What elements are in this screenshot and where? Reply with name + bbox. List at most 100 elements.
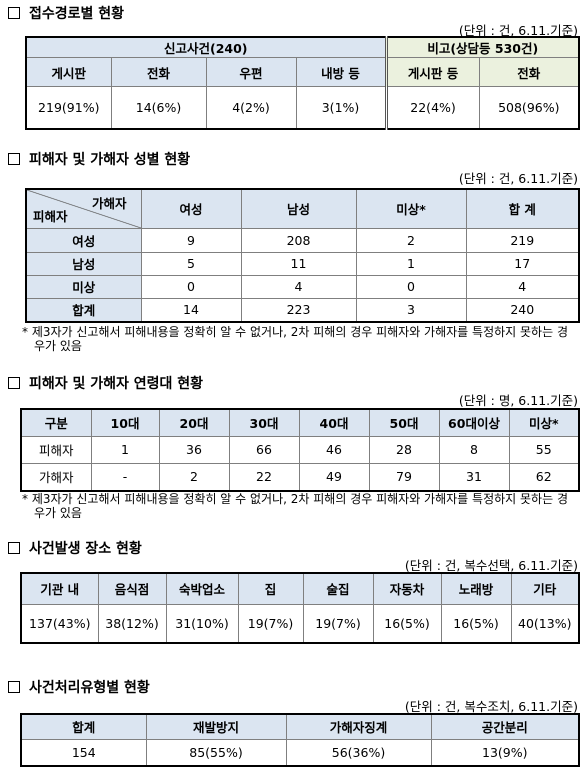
data-cell: 22(4%) xyxy=(384,86,480,129)
section-title: 사건발생 장소 현황 xyxy=(8,539,142,557)
data-cell: 14 xyxy=(140,297,242,323)
title-text: 피해자 및 가해자 연령대 현황 xyxy=(29,376,204,392)
unit-label: (단위 : 건, 6.11.기준) xyxy=(458,171,578,186)
data-cell: 19(7%) xyxy=(302,603,374,644)
checkbox-icon xyxy=(8,542,20,554)
header-cell: 전화 xyxy=(478,57,580,87)
data-cell: 38(12%) xyxy=(97,603,167,644)
header-cell: 여성 xyxy=(140,188,242,229)
data-cell: 9 xyxy=(140,227,242,253)
data-cell: 8 xyxy=(438,435,510,464)
title-text: 사건발생 장소 현황 xyxy=(29,541,142,557)
table-row: 합계 14 223 3 240 xyxy=(25,297,580,323)
row-header: 여성 xyxy=(25,227,142,253)
checkbox-icon xyxy=(8,153,20,165)
data-table: 기관 내 음식점 숙박업소 집 술집 자동차 노래방 기타 137(43%) 38(12%) 31(… xyxy=(20,572,580,644)
data-cell: 208 xyxy=(240,227,357,253)
data-table: 신고사건(240) 비고(상담등 530건) 게시판 전화 우편 내방 등 게시판 등 전화 2… xyxy=(25,36,581,130)
checkbox-icon xyxy=(8,681,20,693)
header-cell: 게시판 xyxy=(25,57,112,87)
unit-label: (단위 : 명, 6.11.기준) xyxy=(458,393,578,408)
header-cell: 공간분리 xyxy=(430,713,580,740)
header-cell: 30대 xyxy=(228,408,300,437)
table-row: 기관 내 음식점 숙박업소 집 술집 자동차 노래방 기타 xyxy=(20,572,580,605)
data-cell: 1 xyxy=(355,251,467,276)
header-cell: 술집 xyxy=(302,572,374,605)
data-cell: 3(1%) xyxy=(295,86,387,129)
data-cell: 22 xyxy=(228,462,300,492)
data-cell: 223 xyxy=(240,297,357,323)
section-title: 접수경로별 현황 xyxy=(8,4,124,22)
checkbox-icon xyxy=(8,7,20,19)
unit-label: (단위 : 건, 6.11.기준) xyxy=(458,23,578,38)
table-row: 가해자 -2 22 49 79 31 62 xyxy=(20,462,580,492)
data-cell: 508(96%) xyxy=(478,86,580,129)
data-cell: 40(13%) xyxy=(510,603,580,644)
data-cell: 31(10%) xyxy=(165,603,239,644)
data-cell: 13(9%) xyxy=(430,738,580,767)
data-cell: 1 xyxy=(90,435,160,464)
table-row: 미상 0 4 0 4 xyxy=(25,274,580,299)
header-cell: 노래방 xyxy=(440,572,512,605)
row-header: 남성 xyxy=(25,251,142,276)
footnote: * 제3자가 신고해서 피해내용을 정확히 알 수 없거나, 2차 피해의 경우… xyxy=(22,325,568,353)
table-row: 합계 재발방지 가해자징계 공간분리 xyxy=(20,713,580,740)
table-row: 219(91%) 14(6%) 4(2%) 3(1%) 22(4%) 508(96%) xyxy=(25,86,580,129)
header-cell: 10대 xyxy=(90,408,160,437)
section-title: 피해자 및 가해자 성별 현황 xyxy=(8,150,190,168)
header-cell: 내방 등 xyxy=(295,57,387,87)
data-cell: 49 xyxy=(298,462,370,492)
data-cell: 가해자 xyxy=(20,462,92,492)
data-cell: 17 xyxy=(465,251,580,276)
table-row: 게시판 전화 우편 내방 등 게시판 등 전화 xyxy=(25,57,580,87)
header-cell: 40대 xyxy=(298,408,370,437)
data-cell: 2 xyxy=(158,462,230,492)
data-cell: 137(43%) xyxy=(20,603,99,644)
title-text: 접수경로별 현황 xyxy=(29,6,125,22)
header-cell: 20대 xyxy=(158,408,230,437)
table-body: 합계 재발방지 가해자징계 공간분리 154 85(55%) 56(36%) 13(9%) xyxy=(20,713,580,767)
data-cell: 3 xyxy=(355,297,467,323)
title-text: 사건처리유형별 현황 xyxy=(29,680,150,696)
data-table: 구분 10대 20대 30대 40대 50대 60대이상 미상* 피해자 1 36 66 46 28 8 55… xyxy=(20,408,580,492)
data-cell: 219(91%) xyxy=(25,86,112,129)
data-cell: 0 xyxy=(140,274,242,299)
section-title: 사건처리유형별 현황 xyxy=(8,678,150,696)
data-cell: 5 xyxy=(140,251,242,276)
data-cell: 56(36%) xyxy=(285,738,432,767)
row-header: 합계 xyxy=(25,297,142,323)
data-cell: 16(5%) xyxy=(372,603,442,644)
data-cell: 79 xyxy=(368,462,440,492)
table-row: 154 85(55%) 56(36%) 13(9%) xyxy=(20,738,580,767)
corner-cell: 가해자 피해자 xyxy=(25,188,142,229)
table-row: 신고사건(240) 비고(상담등 530건) xyxy=(25,36,580,58)
data-cell: 14(6%) xyxy=(110,86,207,129)
header-cell: 우편 xyxy=(205,57,297,87)
data-cell: 219 xyxy=(465,227,580,253)
section-title: 피해자 및 가해자 연령대 현황 xyxy=(8,374,203,392)
header-cell: 집 xyxy=(237,572,304,605)
header-cell: 전화 xyxy=(110,57,207,87)
group-header: 신고사건(240) xyxy=(25,36,387,58)
data-cell: 66 xyxy=(228,435,300,464)
table-body: 신고사건(240) 비고(상담등 530건) 게시판 전화 우편 내방 등 게시판 등 전화 2… xyxy=(25,36,580,129)
header-cell: 60대이상 xyxy=(438,408,510,437)
header-cell: 숙박업소 xyxy=(165,572,239,605)
data-table: 가해자 피해자 여성 남성 미상* 합 계 여성 9 208 2 219 남성 5 11 1 17 미상 0 4 0 4… xyxy=(25,188,580,323)
unit-label: (단위 : 건, 복수선택, 6.11.기준) xyxy=(404,558,578,573)
data-table: 합계 재발방지 가해자징계 공간분리 154 85(55%) 56(36%) 13(9%) xyxy=(20,713,580,767)
data-cell: 16(5%) xyxy=(440,603,512,644)
header-cell: 50대 xyxy=(368,408,440,437)
data-cell: 11 xyxy=(240,251,357,276)
table-row: 남성 5 11 1 17 xyxy=(25,251,580,276)
table-body: 구분 10대 20대 30대 40대 50대 60대이상 미상* 피해자 1 36 66 46 28 8 55… xyxy=(20,408,580,492)
row-header: 미상 xyxy=(25,274,142,299)
corner-bottom: 피해자 xyxy=(33,208,68,224)
data-cell: 240 xyxy=(465,297,580,323)
data-cell: 4(2%) xyxy=(205,86,297,129)
header-cell: 음식점 xyxy=(97,572,167,605)
table-body: 가해자 피해자 여성 남성 미상* 합 계 여성 9 208 2 219 남성 5 11 1 17 미상 0 4 0 4… xyxy=(25,188,580,323)
header-cell: 합계 xyxy=(20,713,147,740)
table-row: 가해자 피해자 여성 남성 미상* 합 계 xyxy=(25,188,580,229)
